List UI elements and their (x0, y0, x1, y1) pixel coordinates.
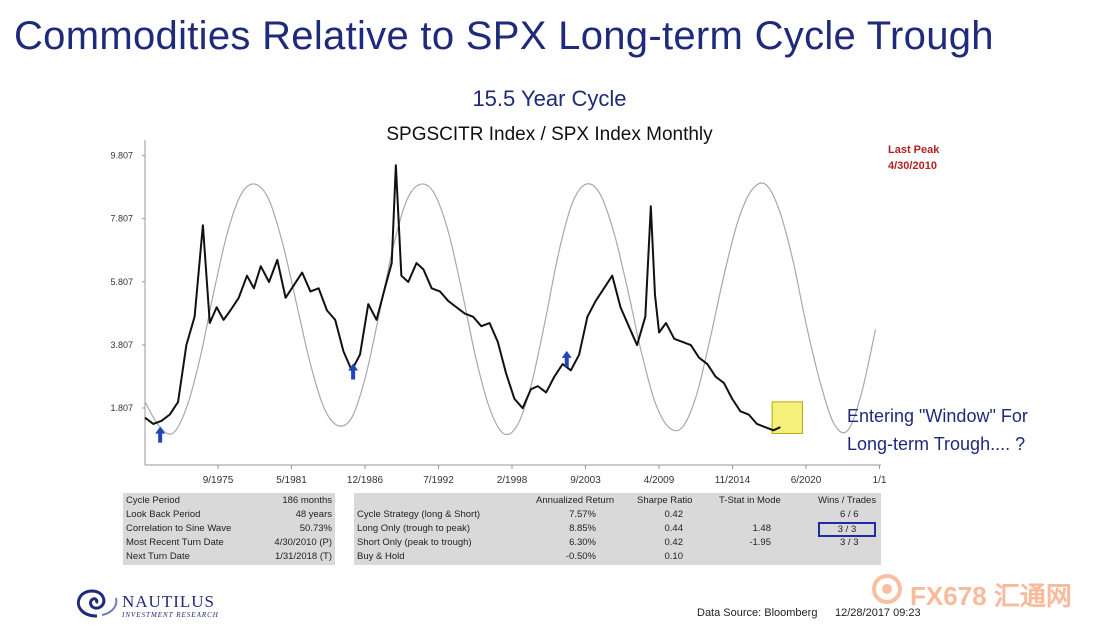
nautilus-logo-icon (76, 589, 118, 618)
logo-subtitle: INVESTMENT RESEARCH (122, 611, 219, 619)
strategy-stats-table: Annualized Return Sharpe Ratio T-Stat in… (354, 493, 881, 565)
header-tstat: T-Stat in Mode (719, 495, 781, 506)
x-tick-label: 4/2009 (644, 475, 675, 486)
callout-line-1: Entering "Window" For (847, 406, 1028, 426)
watermark-icon (872, 574, 902, 604)
stats-value: 4/30/2010 (P) (274, 537, 332, 548)
header-wins-trades: Wins / Trades (818, 495, 877, 506)
window-callout: Entering "Window" For Long-term Trough..… (847, 402, 1028, 458)
stats-row: Cycle Period 186 months (123, 495, 335, 508)
strategy-return: 7.57% (569, 509, 596, 520)
sine-wave-line (144, 182, 877, 436)
stats-row: Look Back Period 48 years (123, 509, 335, 522)
strategy-sharpe: 0.42 (664, 537, 684, 548)
stats-row: Correlation to Sine Wave 50.73% (123, 523, 335, 536)
y-tick-label: 1.807 (110, 403, 133, 413)
strategy-label: Cycle Strategy (long & Short) (357, 509, 481, 520)
strategy-row: Long Only (trough to peak) 8.85% 0.44 1.… (354, 522, 881, 537)
up-arrow-icon (348, 363, 359, 380)
stats-label: Correlation to Sine Wave (126, 523, 232, 534)
strategy-tstat: -1.95 (749, 537, 771, 548)
x-tick-label: 2/1998 (497, 475, 528, 486)
stats-row: Most Recent Turn Date 4/30/2010 (P) (123, 537, 335, 550)
y-tick-label: 5.807 (110, 277, 133, 287)
strategy-row: Short Only (peak to trough) 6.30% 0.42 -… (354, 537, 881, 550)
chart-title: SPGSCITR Index / SPX Index Monthly (386, 124, 713, 145)
last-peak-label: Last Peak (888, 144, 940, 156)
up-arrow-icon (561, 350, 572, 367)
stats-row: Next Turn Date 1/31/2018 (T) (123, 551, 335, 564)
y-tick-label: 7.807 (110, 214, 133, 224)
x-tick-label: 6/2020 (791, 475, 822, 486)
x-tick-label: 5/1981 (276, 475, 307, 486)
logo-name: NAUTILUS (122, 592, 215, 611)
x-tick-label: 9/1975 (203, 475, 234, 486)
cycle-subtitle: 15.5 Year Cycle (472, 86, 627, 111)
x-tick-label: 7/1992 (423, 475, 454, 486)
last-peak-date: 4/30/2010 (888, 160, 937, 172)
strategy-label: Buy & Hold (357, 551, 405, 562)
strategy-return: -0.50% (565, 551, 596, 562)
x-tick-label: 1/1 (873, 475, 887, 486)
strategy-row: Buy & Hold -0.50% 0.10 (354, 551, 881, 564)
x-tick-label: 12/1986 (347, 475, 384, 486)
strategy-return: 8.85% (569, 523, 596, 534)
strategy-sharpe: 0.10 (664, 551, 684, 562)
stats-label: Most Recent Turn Date (126, 537, 224, 548)
stats-value: 1/31/2018 (T) (274, 551, 332, 562)
strategy-return: 6.30% (569, 537, 596, 548)
strategy-wins-highlighted: 3 / 3 (818, 522, 876, 537)
cycle-stats-table: Cycle Period 186 months Look Back Period… (123, 493, 335, 565)
page-title: Commodities Relative to SPX Long-term Cy… (14, 14, 994, 58)
header-sharpe-ratio: Sharpe Ratio (637, 495, 693, 506)
x-tick-label: 9/2003 (570, 475, 601, 486)
strategy-sharpe: 0.44 (664, 523, 684, 534)
stats-label: Look Back Period (126, 509, 201, 520)
stats-label: Cycle Period (126, 495, 180, 506)
strategy-label: Long Only (trough to peak) (357, 523, 471, 534)
last-peak-annotation: Last Peak 4/30/2010 (888, 142, 939, 174)
strategy-tstat: 1.48 (752, 523, 772, 534)
x-tick-label: 11/2014 (715, 475, 751, 486)
callout-line-2: Long-term Trough.... ? (847, 434, 1026, 454)
stats-label: Next Turn Date (126, 551, 190, 562)
strategy-header-row: Annualized Return Sharpe Ratio T-Stat in… (354, 495, 881, 508)
data-source: Data Source: Bloomberg (697, 607, 818, 619)
strategy-wins: 3 / 3 (840, 537, 859, 548)
strategy-sharpe: 0.42 (664, 509, 684, 520)
strategy-row: Cycle Strategy (long & Short) 7.57% 0.42… (354, 509, 881, 522)
up-arrow-icon (155, 426, 166, 443)
stats-value: 50.73% (299, 523, 332, 534)
y-tick-label: 3.807 (110, 340, 133, 350)
watermark-text: FX678 汇通网 (910, 581, 1072, 611)
stats-value: 186 months (282, 495, 332, 506)
stats-value: 48 years (295, 509, 332, 520)
header-annualized-return: Annualized Return (536, 495, 615, 506)
y-tick-label: 9.807 (110, 151, 133, 161)
strategy-wins: 6 / 6 (840, 509, 859, 520)
timestamp: 12/28/2017 09:23 (835, 607, 921, 619)
ratio-series-line (144, 164, 781, 432)
strategy-label: Short Only (peak to trough) (357, 537, 472, 548)
